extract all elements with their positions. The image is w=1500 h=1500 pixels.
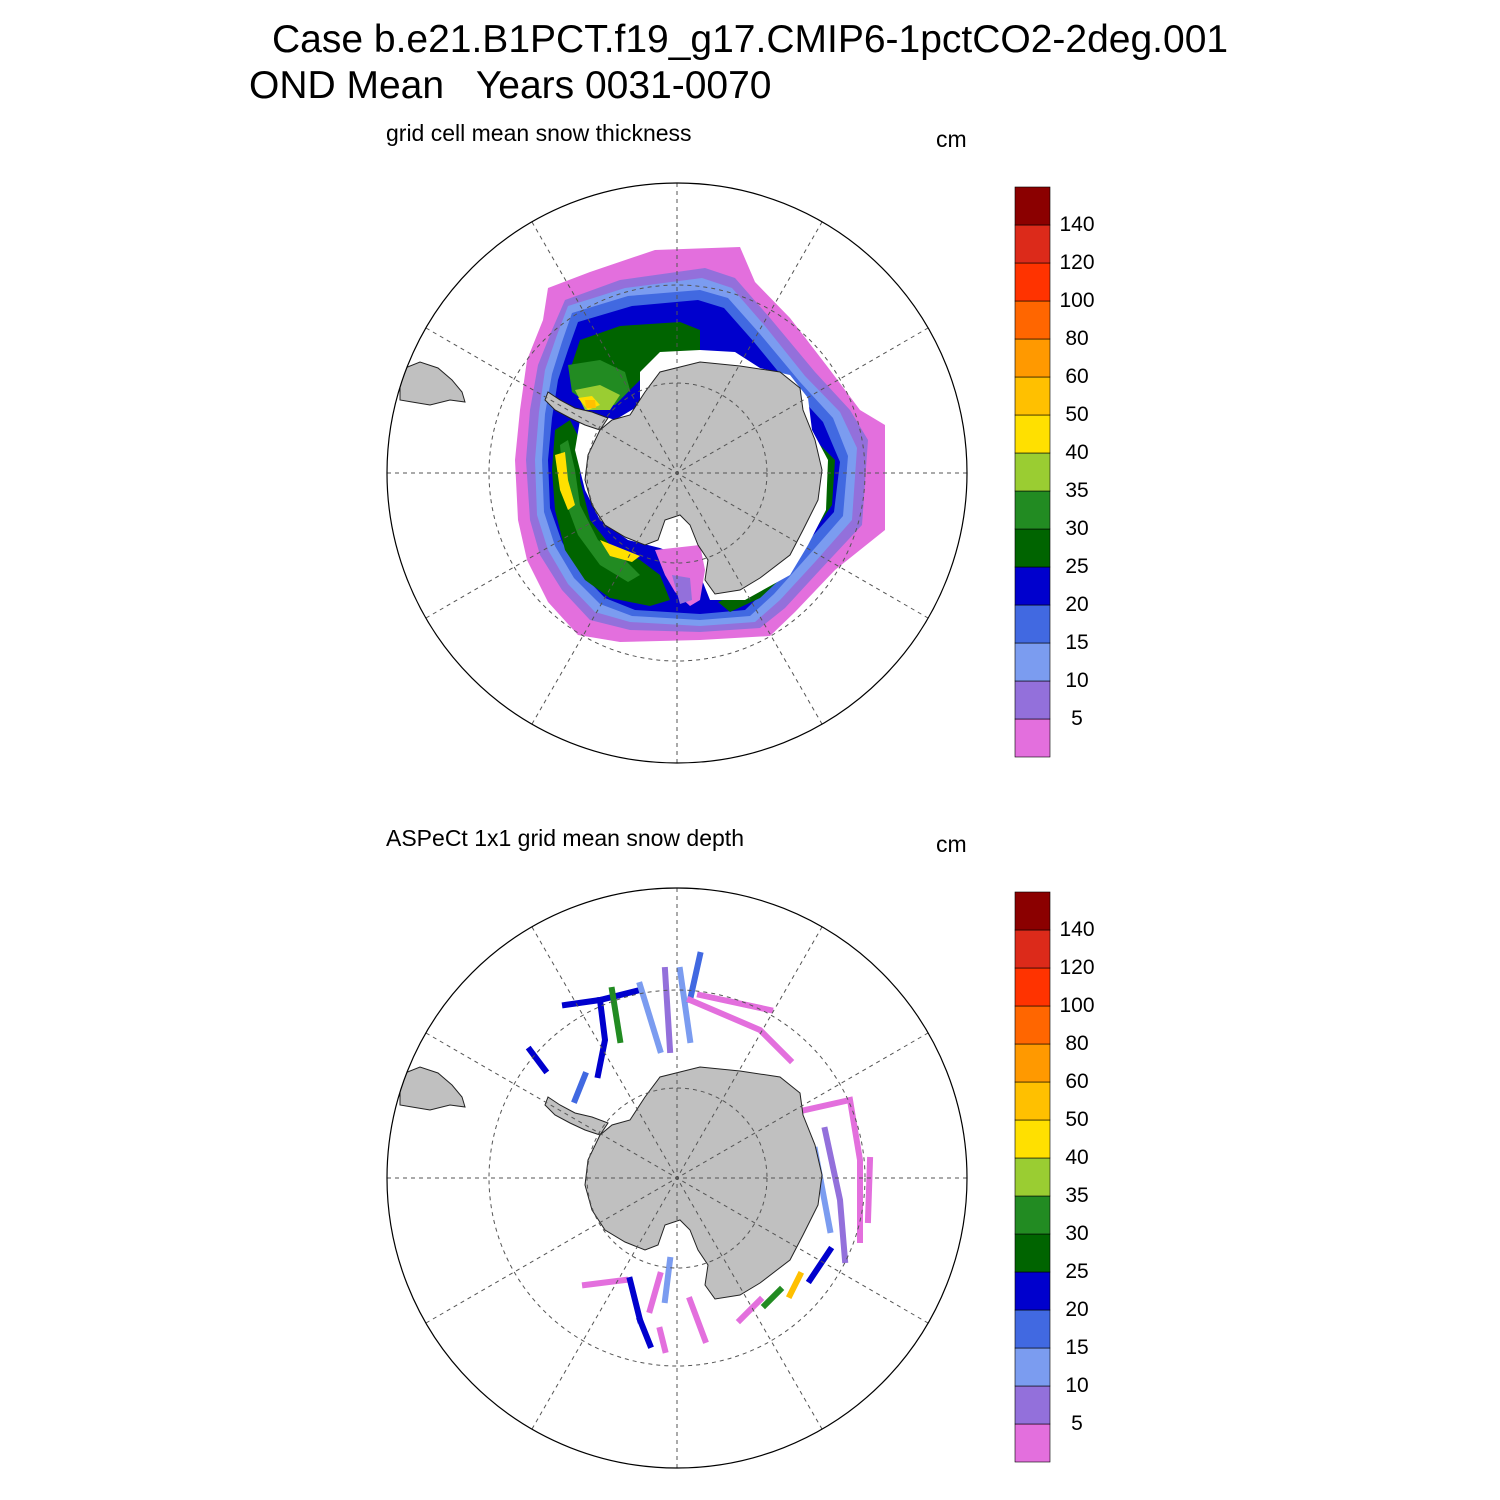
- colorbar-tick-label: 20: [1065, 1298, 1089, 1321]
- colorbar-tick-label: 60: [1065, 1070, 1089, 1093]
- antarctic-peninsula-land: [544, 391, 609, 431]
- figure-title: Case b.e21.B1PCT.f19_g17.CMIP6-1pctCO2-2…: [272, 18, 1229, 61]
- colorbar-swatch: [1014, 967, 1051, 1007]
- snow-band-30-35: [560, 440, 640, 582]
- panel-1-title: grid cell mean snow thickness: [386, 120, 692, 146]
- snow-band-25-30: [552, 420, 670, 606]
- colorbar-tick-label: 100: [1059, 994, 1095, 1017]
- colorbar-2: [1014, 891, 1051, 1463]
- colorbar-swatch: [1014, 1081, 1051, 1121]
- antarctica-land: [584, 1066, 823, 1300]
- ship-tracks: [525, 951, 874, 1354]
- figure-subtitle: OND Mean Years 0031-0070: [249, 64, 772, 107]
- ross-sea-snow: [672, 575, 692, 604]
- colorbar-tick-label: 25: [1065, 555, 1089, 578]
- polar-map-1: [386, 182, 968, 764]
- snow-band-40-50: [600, 540, 640, 562]
- colorbar-swatch: [1014, 1423, 1051, 1463]
- colorbar-swatch: [1014, 414, 1051, 454]
- colorbar-tick-label: 5: [1071, 707, 1083, 730]
- snow-band-50-60: [585, 400, 596, 408]
- colorbar-tick-label: 10: [1065, 669, 1089, 692]
- colorbar-swatch: [1014, 1347, 1051, 1387]
- colorbar-swatch: [1014, 376, 1051, 416]
- colorbar-tick-label: 50: [1065, 403, 1089, 426]
- colorbar-swatch: [1014, 1043, 1051, 1083]
- colorbar-1: [1014, 186, 1051, 758]
- colorbar-tick-label: 10: [1065, 1374, 1089, 1397]
- colorbar-tick-label: 120: [1059, 956, 1095, 979]
- panel-2-units: cm: [936, 831, 967, 857]
- colorbar-tick-label: 15: [1065, 631, 1089, 654]
- colorbar-tick-label: 100: [1059, 289, 1095, 312]
- colorbar-swatch: [1014, 224, 1051, 264]
- colorbar-tick-label: 20: [1065, 593, 1089, 616]
- colorbar-tick-label: 120: [1059, 251, 1095, 274]
- colorbar-swatch: [1014, 262, 1051, 302]
- south-america-land: [399, 1066, 466, 1111]
- colorbar-tick-label: 25: [1065, 1260, 1089, 1283]
- south-america-land: [399, 361, 466, 406]
- colorbar-swatch: [1014, 680, 1051, 720]
- colorbar-swatch: [1014, 1119, 1051, 1159]
- colorbar-swatch: [1014, 1271, 1051, 1311]
- colorbar-tick-label: 30: [1065, 517, 1089, 540]
- colorbar-swatch: [1014, 1385, 1051, 1425]
- colorbar-swatch: [1014, 566, 1051, 606]
- colorbar-tick-label: 15: [1065, 1336, 1089, 1359]
- colorbar-tick-label: 40: [1065, 1146, 1089, 1169]
- colorbar-swatch: [1014, 1157, 1051, 1197]
- panel-2-title: ASPeCt 1x1 grid mean snow depth: [386, 825, 744, 851]
- colorbar-tick-label: 50: [1065, 1108, 1089, 1131]
- colorbar-swatch: [1014, 300, 1051, 340]
- colorbar-swatch: [1014, 929, 1051, 969]
- map-border: [386, 182, 968, 764]
- colorbar-swatch: [1014, 1005, 1051, 1045]
- colorbar-swatch: [1014, 490, 1051, 530]
- colorbar-tick-label: 35: [1065, 1184, 1089, 1207]
- graticule: [387, 888, 967, 1468]
- colorbar-swatch: [1014, 1195, 1051, 1235]
- colorbar-tick-label: 80: [1065, 327, 1089, 350]
- colorbar-swatch: [1014, 338, 1051, 378]
- colorbar-tick-label: 30: [1065, 1222, 1089, 1245]
- antarctic-peninsula-land: [544, 1096, 609, 1136]
- colorbar-tick-label: 35: [1065, 479, 1089, 502]
- colorbar-swatch: [1014, 528, 1051, 568]
- graticule: [387, 183, 967, 763]
- colorbar-tick-label: 80: [1065, 1032, 1089, 1055]
- panel-1-units: cm: [936, 126, 967, 152]
- colorbar-tick-label: 40: [1065, 441, 1089, 464]
- colorbar-swatch: [1014, 718, 1051, 758]
- colorbar-swatch: [1014, 1233, 1051, 1273]
- colorbar-tick-label: 140: [1059, 918, 1095, 941]
- colorbar-swatch: [1014, 642, 1051, 682]
- colorbar-swatch: [1014, 891, 1051, 931]
- ross-sea-snow: [655, 545, 705, 606]
- colorbar-swatch: [1014, 452, 1051, 492]
- colorbar-tick-label: 60: [1065, 365, 1089, 388]
- map-border: [386, 887, 968, 1469]
- colorbar-tick-label: 140: [1059, 213, 1095, 236]
- snow-band-40-50: [555, 452, 575, 510]
- polar-map-2: [386, 887, 968, 1469]
- colorbar-swatch: [1014, 1309, 1051, 1349]
- antarctica-land: [584, 361, 823, 595]
- colorbar-tick-label: 5: [1071, 1412, 1083, 1435]
- colorbar-swatch: [1014, 604, 1051, 644]
- colorbar-swatch: [1014, 186, 1051, 226]
